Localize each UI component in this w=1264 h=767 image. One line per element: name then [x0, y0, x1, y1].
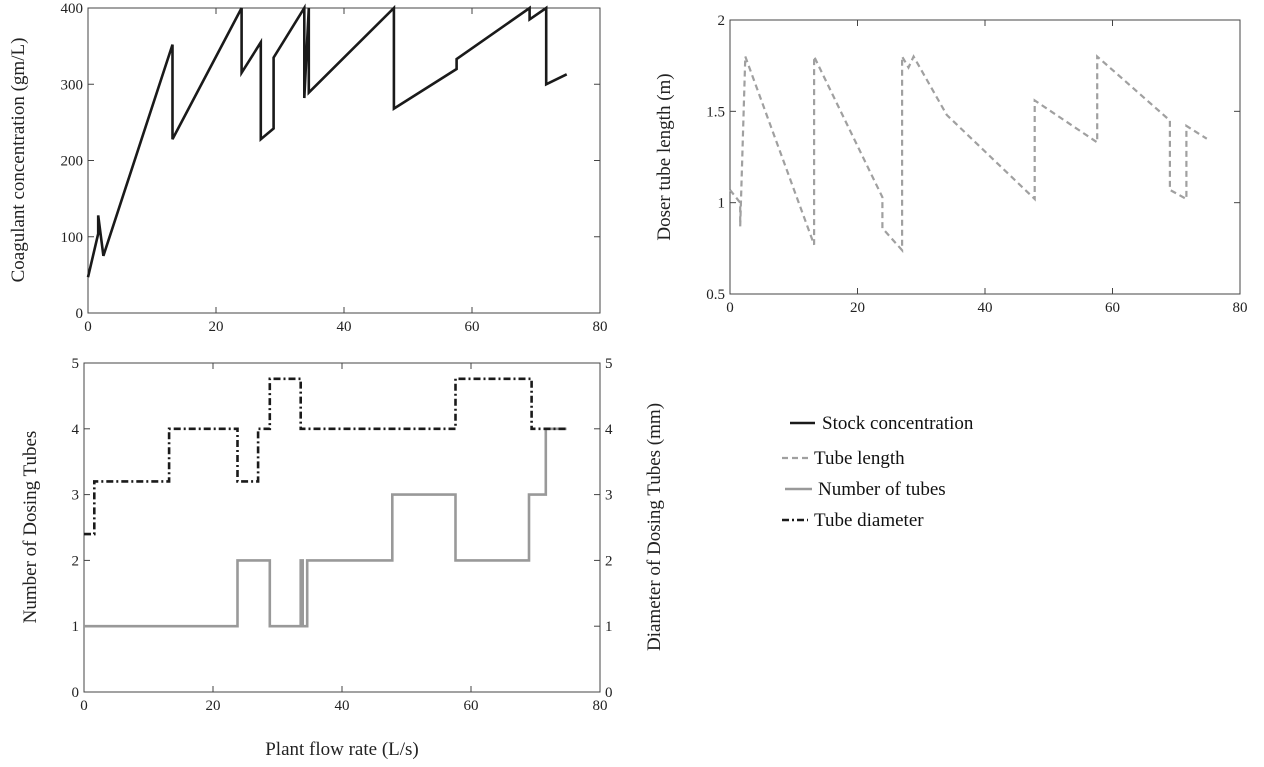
y-tick-label: 1 [718, 196, 726, 212]
plot-frame [87, 7, 601, 314]
y-axis-label: Doser tube length (m) [654, 73, 675, 240]
y2-axis-label: Diameter of Dosing Tubes (mm) [644, 403, 665, 651]
x-tick-label: 0 [726, 300, 734, 316]
y-tick-label: 4 [72, 422, 80, 438]
x-tick-label: 0 [80, 698, 88, 714]
x-tick-label: 40 [337, 319, 352, 335]
y-tick-label: 2 [72, 553, 80, 569]
legend-label: Tube diameter [814, 510, 924, 531]
chart-dosing-tubes: Number of Dosing Tubes Diameter of Dosin… [20, 356, 665, 760]
x-tick-label: 20 [206, 698, 221, 714]
y-tick-label: 400 [61, 1, 84, 17]
y2-tick-label: 2 [605, 553, 613, 569]
series-line-number-of-tubes [84, 427, 567, 628]
y2-tick-label: 3 [605, 488, 613, 504]
y-tick-label: 0 [76, 306, 84, 322]
chart-coagulant-concentration: Coagulant concentration (gm/L) 0 20 40 60 80… [8, 1, 608, 335]
series-line-tube-diameter [84, 377, 567, 536]
x-tick-label: 80 [593, 698, 608, 714]
legend-label: Tube length [814, 448, 905, 469]
y-tick-label: 300 [61, 77, 84, 93]
legend-item-stock-concentration: Stock concentration [790, 413, 974, 434]
y-axis-label: Number of Dosing Tubes [20, 431, 41, 624]
y-tick-label: 1 [72, 619, 80, 635]
x-tick-label: 40 [335, 698, 350, 714]
plot-frame [729, 19, 1241, 295]
plot-frame [83, 362, 601, 693]
y-tick-label: 0 [72, 685, 80, 701]
x-tick-label: 20 [209, 319, 224, 335]
series-line-tube-length [729, 52, 1208, 254]
series-group [86, 3, 568, 278]
series-group [84, 377, 567, 628]
y-tick-label: 2 [718, 13, 726, 29]
x-tick-label: 80 [593, 319, 608, 335]
x-tick-label: 20 [850, 300, 865, 316]
y2-tick-label: 0 [605, 685, 613, 701]
axis-ticks: 0 20 40 60 80 0.5 1 1.5 2 [706, 13, 1247, 316]
y2-tick-label: 5 [605, 356, 613, 372]
y-tick-label: 1.5 [706, 104, 725, 120]
y2-tick-label: 1 [605, 619, 613, 635]
x-tick-label: 60 [465, 319, 480, 335]
x-tick-label: 0 [84, 319, 92, 335]
series-group [729, 52, 1208, 254]
x-tick-label: 60 [1105, 300, 1120, 316]
y-tick-label: 3 [72, 488, 80, 504]
y2-tick-label: 4 [605, 422, 613, 438]
y-axis-label: Coagulant concentration (gm/L) [8, 38, 29, 283]
x-tick-label: 60 [464, 698, 479, 714]
legend-item-tube-diameter: Tube diameter [782, 510, 924, 531]
y-tick-label: 5 [72, 356, 80, 372]
x-axis-label: Plant flow rate (L/s) [265, 739, 419, 760]
y-tick-label: 0.5 [706, 287, 725, 303]
chart-doser-tube-length: Doser tube length (m) 0 20 40 60 80 0.5 1 1.5 2 [654, 13, 1248, 316]
y-tick-label: 100 [61, 230, 84, 246]
y-tick-label: 200 [61, 154, 84, 170]
x-tick-label: 40 [978, 300, 993, 316]
x-tick-label: 80 [1233, 300, 1248, 316]
series-line-stock-concentration [86, 3, 568, 278]
axis-ticks: 0 20 40 60 80 0 100 200 300 400 [61, 1, 608, 335]
legend: Stock concentration Tube length Number o… [782, 413, 974, 531]
legend-item-tube-length: Tube length [782, 448, 905, 469]
legend-label: Number of tubes [818, 479, 946, 500]
legend-label: Stock concentration [822, 413, 974, 434]
legend-item-number-of-tubes: Number of tubes [785, 479, 946, 500]
